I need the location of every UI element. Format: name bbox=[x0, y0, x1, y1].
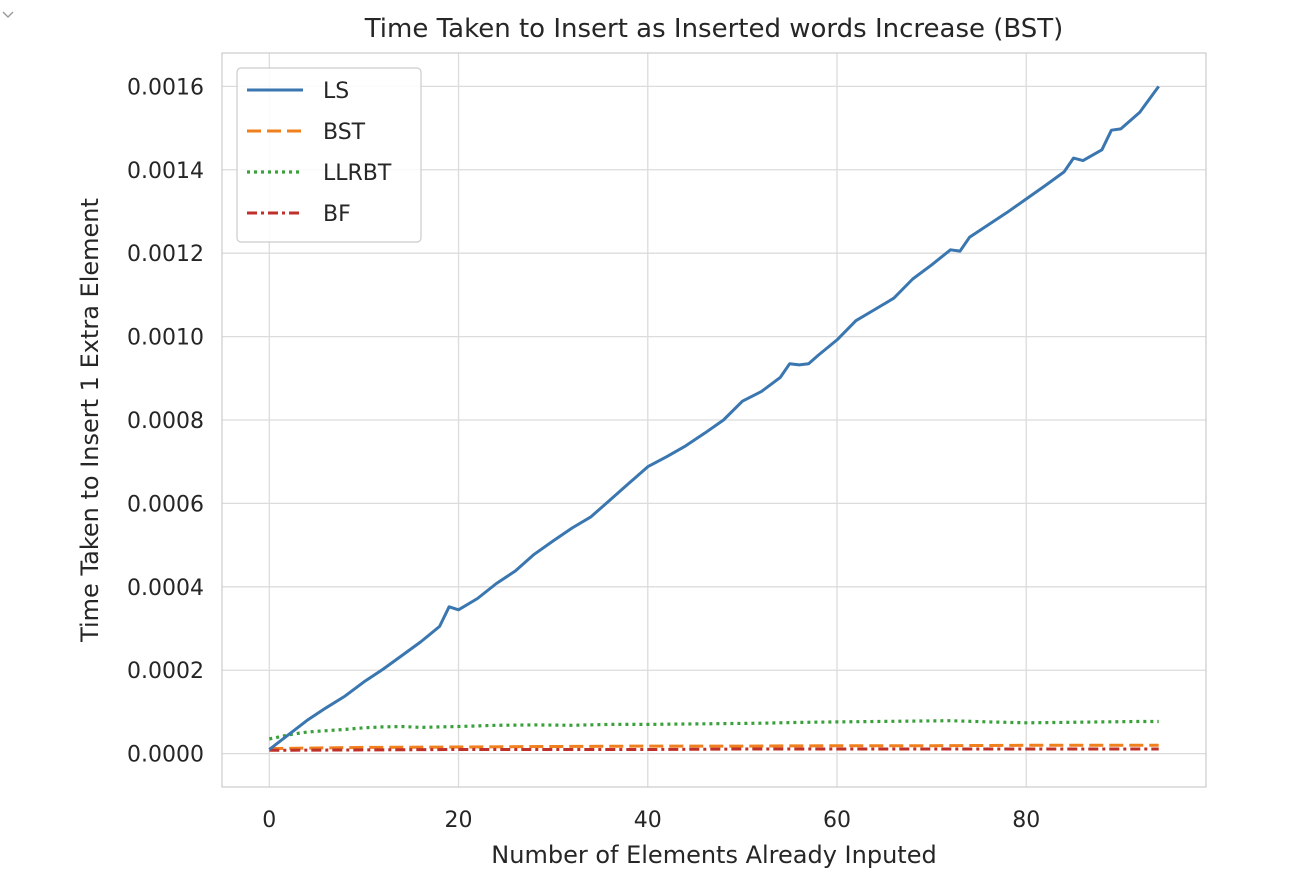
x-tick-label: 20 bbox=[445, 808, 473, 833]
y-tick-label: 0.0004 bbox=[127, 576, 204, 601]
legend-label-bst: BST bbox=[323, 120, 366, 145]
series-line-ls bbox=[268, 85, 1160, 751]
y-tick-label: 0.0012 bbox=[127, 242, 204, 267]
legend-label-llrbt: LLRBT bbox=[323, 161, 392, 186]
y-tick-label: 0.0010 bbox=[127, 326, 204, 351]
y-tick-label: 0.0008 bbox=[127, 409, 204, 434]
y-tick-label: 0.0002 bbox=[127, 659, 204, 684]
legend-box bbox=[236, 67, 422, 243]
series-line-bst bbox=[269, 743, 1159, 751]
series-line-bf bbox=[269, 747, 1159, 752]
y-tick-label: 0.0006 bbox=[127, 492, 204, 517]
y-tick-labels: 0.0000 0.0002 0.0004 0.0006 0.0008 0.0010 0.00… bbox=[127, 75, 204, 767]
grid-lines bbox=[222, 53, 1206, 787]
legend: LS BST LLRBT BF bbox=[236, 67, 422, 243]
y-tick-label: 0.0000 bbox=[127, 743, 204, 768]
legend-label-ls: LS bbox=[323, 79, 349, 104]
y-tick-label: 0.0016 bbox=[127, 75, 204, 100]
x-tick-label: 60 bbox=[823, 808, 851, 833]
y-tick-label: 0.0014 bbox=[127, 159, 204, 184]
series-line-llrbt bbox=[268, 719, 1159, 741]
x-tick-label: 0 bbox=[262, 808, 276, 833]
series-layer bbox=[268, 85, 1160, 752]
chart-title: Time Taken to Insert as Inserted words I… bbox=[364, 14, 1064, 44]
plot-frame bbox=[221, 52, 1207, 788]
chevron-down-icon[interactable] bbox=[0, 6, 16, 22]
x-axis-label: Number of Elements Already Inputed bbox=[491, 841, 936, 869]
x-tick-labels: 0 20 40 60 80 bbox=[262, 808, 1040, 833]
legend-label-bf: BF bbox=[323, 202, 351, 227]
x-tick-label: 80 bbox=[1012, 808, 1040, 833]
y-axis-label: Time Taken to Insert 1 Extra Element bbox=[76, 198, 104, 643]
x-tick-label: 40 bbox=[634, 808, 662, 833]
